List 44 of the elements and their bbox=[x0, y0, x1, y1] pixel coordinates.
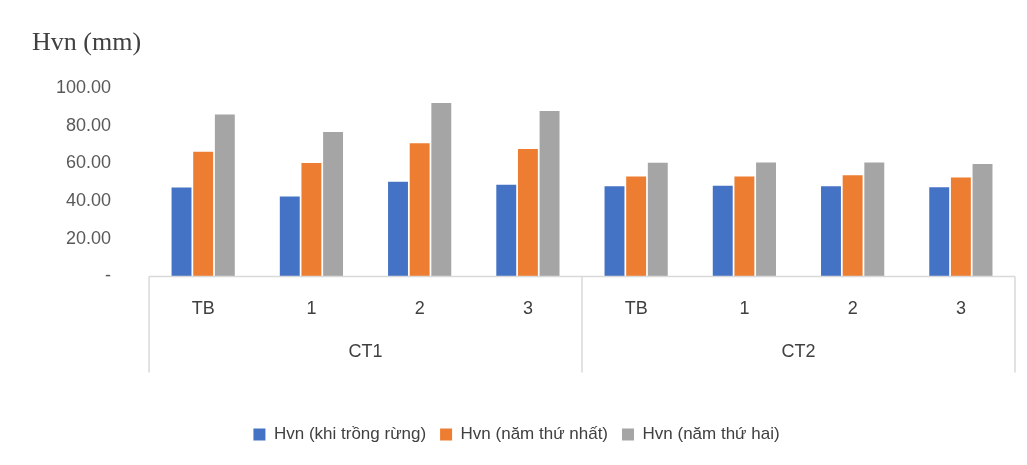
bar bbox=[604, 186, 625, 277]
bar bbox=[388, 181, 408, 277]
bar bbox=[539, 110, 560, 277]
bar bbox=[734, 176, 755, 277]
bar bbox=[864, 162, 885, 277]
legend-label: Hvn (khi trồng rừng) bbox=[273, 424, 427, 444]
x-tick-label: 2 bbox=[414, 298, 425, 319]
x-tick-label: 1 bbox=[306, 298, 317, 319]
y-tick-label: 40.00 bbox=[66, 190, 112, 211]
x-tick-label: TB bbox=[191, 298, 215, 319]
legend-label: Hvn (năm thứ nhất) bbox=[460, 424, 609, 444]
bar bbox=[301, 162, 322, 277]
bar bbox=[214, 114, 235, 277]
bar bbox=[193, 151, 214, 277]
bar bbox=[409, 143, 430, 277]
y-tick-label: 20.00 bbox=[66, 227, 112, 248]
bar bbox=[647, 162, 668, 277]
x-tick-label: 2 bbox=[847, 298, 858, 319]
bar bbox=[431, 103, 452, 277]
bar bbox=[929, 187, 950, 277]
x-tick-label: 3 bbox=[955, 298, 966, 319]
bar bbox=[496, 184, 517, 277]
bar bbox=[323, 131, 344, 277]
bar bbox=[842, 175, 863, 277]
x-tick-label: 1 bbox=[739, 298, 750, 319]
bar bbox=[279, 196, 300, 277]
bar bbox=[712, 185, 733, 277]
y-tick-label: 80.00 bbox=[66, 114, 112, 135]
bar bbox=[626, 176, 647, 277]
bar bbox=[171, 187, 192, 277]
bar bbox=[821, 186, 841, 277]
text: CT2 bbox=[781, 341, 816, 362]
y-tick-label: - bbox=[105, 265, 112, 286]
x-tick-label: 3 bbox=[522, 298, 533, 319]
y-tick-label: 100.00 bbox=[55, 76, 112, 97]
legend-label: Hvn (năm thứ hai) bbox=[642, 424, 780, 444]
text: CT1 bbox=[348, 341, 383, 362]
y-axis-title: Hvn (mm) bbox=[32, 26, 142, 56]
bar bbox=[972, 163, 993, 277]
y-tick-label: 60.00 bbox=[66, 152, 112, 173]
bar bbox=[517, 149, 538, 277]
bar bbox=[756, 162, 776, 277]
bar bbox=[950, 177, 971, 277]
x-tick-label: TB bbox=[624, 298, 648, 319]
